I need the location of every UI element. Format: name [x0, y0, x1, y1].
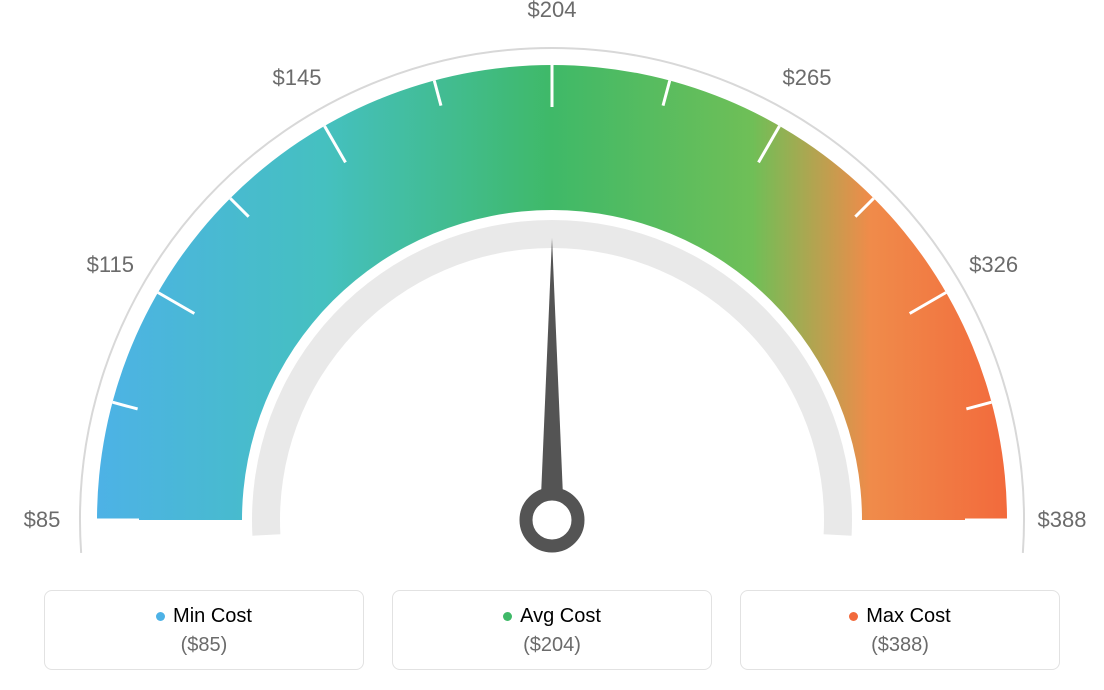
legend-title-min: Min Cost — [156, 605, 252, 628]
gauge-tick-label: $145 — [273, 65, 322, 91]
legend-box-max: Max Cost ($388) — [740, 590, 1060, 670]
legend-title-avg: Avg Cost — [503, 605, 601, 628]
gauge-tick-label: $85 — [24, 507, 61, 533]
legend-label: Min Cost — [173, 605, 252, 628]
legend-value: ($388) — [751, 634, 1049, 657]
legend-box-avg: Avg Cost ($204) — [392, 590, 712, 670]
legend-box-min: Min Cost ($85) — [44, 590, 364, 670]
gauge-tick-label: $388 — [1038, 507, 1087, 533]
dot-icon — [849, 612, 858, 621]
legend-row: Min Cost ($85) Avg Cost ($204) Max Cost … — [0, 590, 1104, 670]
dot-icon — [503, 612, 512, 621]
gauge-chart: $85 $115 $145 $204 $265 $326 $388 — [0, 0, 1104, 560]
gauge-svg — [0, 0, 1104, 560]
gauge-tick-label: $204 — [528, 0, 577, 23]
gauge-tick-label: $326 — [969, 252, 1018, 278]
dot-icon — [156, 612, 165, 621]
gauge-tick-label: $265 — [783, 65, 832, 91]
legend-label: Max Cost — [866, 605, 950, 628]
gauge-tick-label: $115 — [87, 252, 134, 278]
legend-label: Avg Cost — [520, 605, 601, 628]
legend-title-max: Max Cost — [849, 605, 950, 628]
legend-value: ($85) — [55, 634, 353, 657]
legend-value: ($204) — [403, 634, 701, 657]
